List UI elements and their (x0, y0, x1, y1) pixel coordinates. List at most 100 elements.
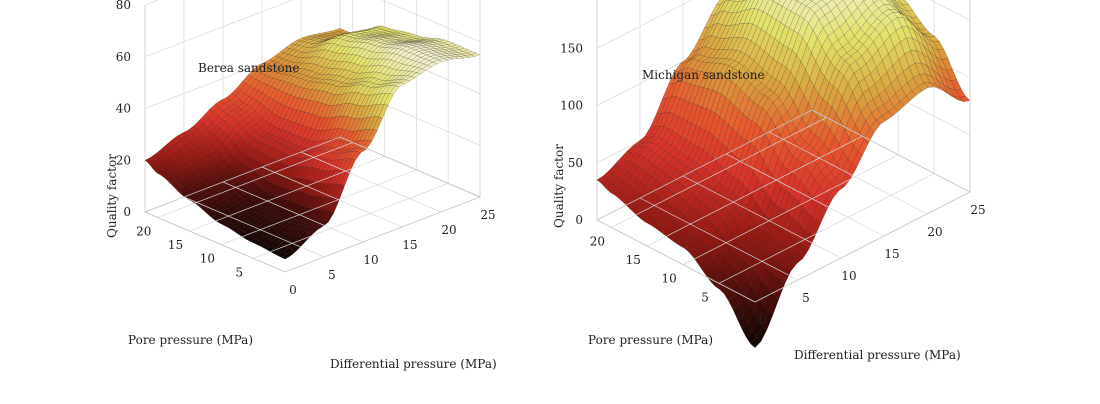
z-tick-label: 50 (568, 156, 583, 170)
surface-cell (752, 226, 764, 237)
surface-cell (365, 116, 375, 130)
floor-gridline-x (183, 196, 325, 258)
surface-cell (292, 62, 303, 69)
surface-cell (464, 54, 476, 58)
surface-cell (310, 196, 320, 209)
surface-cell (882, 53, 893, 73)
surface-cell (828, 67, 840, 87)
surface-cell (703, 251, 715, 266)
surface-cell (660, 142, 672, 152)
surface-cell (245, 236, 256, 242)
surface-cell (898, 54, 910, 72)
surface-cell (290, 56, 301, 63)
surface-cell (233, 99, 244, 108)
x-tick-label: 15 (402, 238, 417, 252)
surface-cell (778, 142, 789, 166)
surface-cell (239, 193, 250, 201)
surface-cell (697, 149, 709, 167)
surface-cell (331, 183, 341, 200)
surface-cell (751, 319, 763, 338)
surface-cell (845, 164, 857, 179)
surface-cell (236, 205, 247, 212)
surface-cell (906, 37, 917, 51)
surface-cell (334, 53, 345, 62)
surface-cell (816, 99, 828, 121)
surface-cell (707, 73, 719, 91)
surface-cell (630, 146, 642, 154)
floor-gridline-x (261, 166, 403, 228)
surface-cell (242, 74, 253, 84)
surface-cell (793, 15, 805, 34)
surface-cell (178, 170, 189, 180)
surface-cell (329, 198, 340, 214)
surface-cell (188, 171, 199, 181)
surface-cell (156, 169, 167, 176)
surface-cell (657, 126, 669, 140)
surface-cell (265, 246, 276, 252)
surface-cell (385, 85, 396, 94)
surface-cell (393, 41, 403, 44)
surface-cell (646, 163, 658, 177)
surface-cell (837, 151, 849, 171)
surface-cell (876, 60, 888, 79)
surface-cell (216, 141, 227, 154)
surface-cell (367, 34, 377, 37)
surface-cell (272, 206, 283, 212)
surface-cell (234, 228, 245, 235)
surface-cell (292, 135, 302, 146)
surface-cell (666, 165, 677, 178)
surface-cell (652, 155, 664, 168)
surface-cell (898, 0, 909, 6)
surface-cell (818, 14, 830, 28)
surface-cell (894, 9, 906, 17)
surface-cell (677, 185, 689, 200)
y-tick-label: 5 (701, 290, 709, 304)
surface-cell (712, 49, 724, 59)
surface-cell (164, 147, 175, 158)
surface-cell (324, 79, 335, 84)
y-tick-label: 20 (136, 224, 151, 238)
surface-cell (852, 0, 854, 1)
surface-cell (184, 166, 195, 176)
surface-cell (867, 2, 879, 15)
surface-mesh (596, 0, 971, 349)
surface-cell (727, 37, 739, 50)
y-tick-label: 15 (626, 253, 641, 267)
surface-cell (683, 219, 695, 232)
surface-cell (188, 125, 198, 134)
surface-cell (899, 8, 910, 21)
surface-cell (235, 190, 246, 197)
surface-cell (241, 220, 252, 227)
surface-cell (935, 84, 947, 93)
surface-cell (863, 127, 875, 144)
z-tick-label: 60 (116, 50, 131, 64)
surface-cell (218, 130, 229, 143)
surface-cell (814, 69, 825, 95)
surface-cell (397, 75, 408, 80)
surface-cell (886, 0, 897, 9)
surface-cell (848, 35, 860, 48)
axis-ticks: 0 20 40 60 80 0 5 10 15 20 25 5 10 15 20 (116, 0, 496, 297)
surface-cell (893, 101, 905, 112)
surface-cell (711, 139, 723, 162)
y-tick-label: 20 (590, 234, 605, 248)
surface-cell (232, 202, 243, 210)
surface-cell (837, 75, 849, 98)
x-tick-label: 5 (328, 268, 336, 282)
plot-berea: 0 20 40 60 80 0 5 10 15 20 25 5 10 15 20 Berea sandsto… (105, 0, 497, 371)
surface-cell (655, 211, 667, 223)
surface-cell (208, 166, 219, 175)
surface-cell (839, 175, 851, 187)
surface-cell (792, 255, 804, 264)
surface-cell (785, 173, 797, 194)
surface-cell (684, 243, 696, 253)
surface-cell (309, 129, 320, 142)
floor-gridline-y (683, 154, 899, 266)
surface-cell (713, 182, 725, 193)
surface-cell (346, 32, 356, 34)
surface-cell (191, 198, 202, 204)
surface-cell (872, 8, 883, 19)
y-tick-label: 5 (235, 265, 243, 279)
surface-cell (296, 137, 306, 147)
